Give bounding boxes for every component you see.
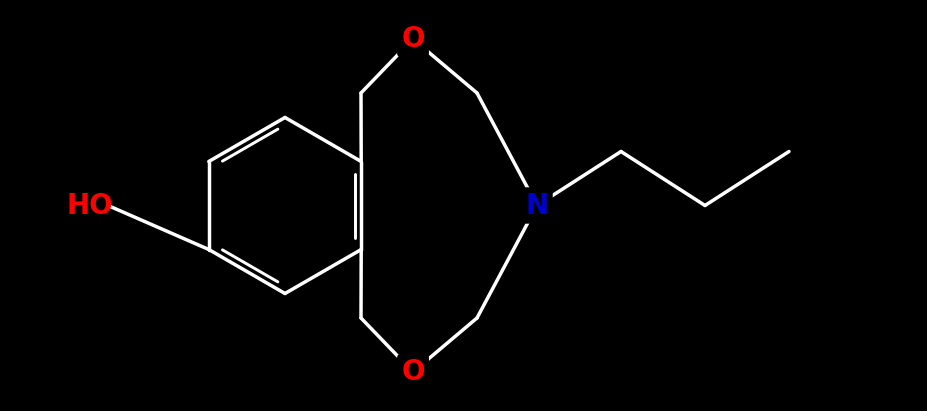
Text: O: O <box>400 358 425 386</box>
Text: HO: HO <box>67 192 113 219</box>
Text: N: N <box>525 192 548 219</box>
Text: O: O <box>400 25 425 53</box>
